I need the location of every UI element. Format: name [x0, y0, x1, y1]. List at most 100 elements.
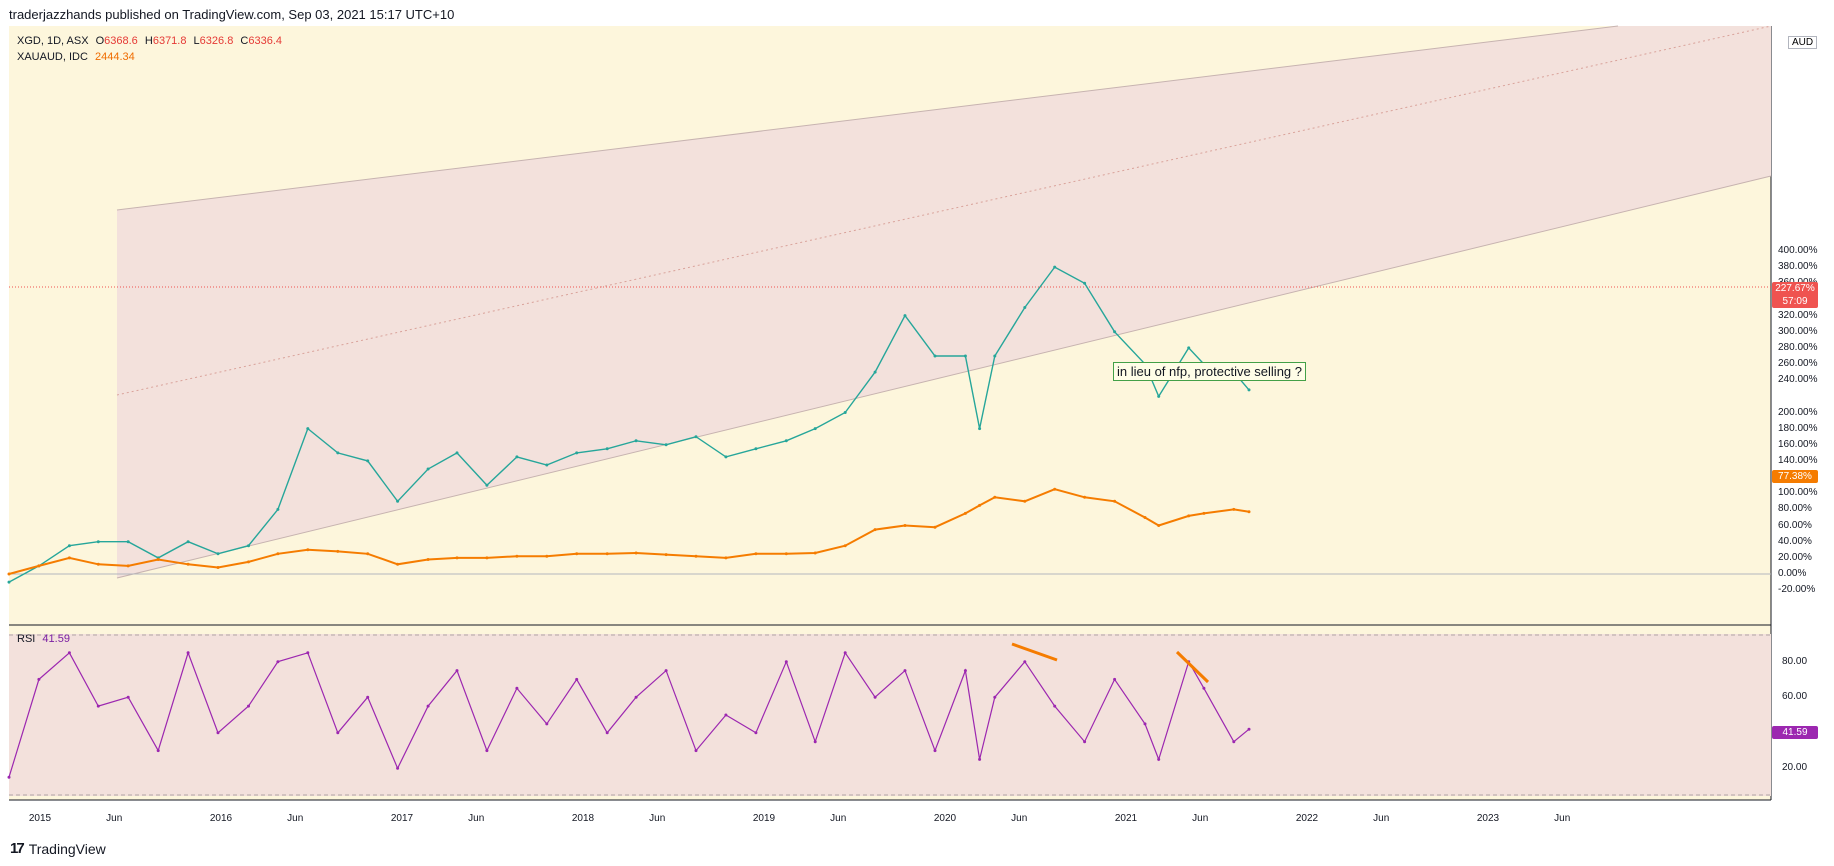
xau-series-line-point: [485, 556, 489, 560]
rsi-series-line-point: [1247, 727, 1251, 731]
high-value: H6371.8: [144, 35, 187, 47]
price-tick-label: 80.00%: [1778, 503, 1812, 515]
compare-value: 2444.34: [94, 51, 135, 63]
xgd-series-line-point: [216, 552, 220, 556]
currency-badge[interactable]: AUD: [1788, 36, 1818, 49]
xgd-series-line-point: [1187, 346, 1191, 350]
xgd-series-line-point: [634, 439, 638, 443]
xgd-series-line-point: [366, 459, 370, 463]
xau-series-line-point: [575, 552, 579, 556]
xau-series-line-point: [366, 552, 370, 556]
xgd-series-line-point: [306, 427, 310, 431]
xau-series-line-point: [1143, 516, 1147, 519]
xau-series-line-point: [426, 558, 430, 561]
footer-brand[interactable]: 17 TradingView: [10, 840, 106, 857]
xau-series-line-point: [515, 554, 519, 558]
rsi-divergence-line-1[interactable]: [1011, 642, 1058, 662]
time-tick-label: Jun: [830, 813, 847, 824]
channel-lower-line[interactable]: [116, 175, 1772, 579]
xau-series-line-point: [1202, 511, 1206, 515]
xgd-series-line-point: [126, 540, 130, 544]
rsi-series-line-point: [873, 695, 877, 699]
main-legend[interactable]: XGD, 1D, ASX O6368.6 H6371.8 L6326.8 C63…: [17, 35, 286, 47]
price-tick-label: 200.00%: [1778, 406, 1818, 418]
xgd-series-line-point: [396, 499, 400, 503]
rsi-series-line-point: [963, 669, 967, 673]
xau-series-line-point: [455, 556, 459, 560]
rsi-series-line-point: [126, 695, 130, 699]
time-tick-label: 2021: [1114, 813, 1138, 824]
xau-series-line-point: [664, 553, 668, 557]
rsi-series-line-point: [1113, 677, 1117, 681]
time-tick-label: Jun: [1373, 813, 1390, 824]
rsi-series-line-point: [575, 677, 579, 681]
price-tick-label: 100.00%: [1778, 487, 1818, 499]
rsi-series-line-point: [1083, 740, 1087, 744]
rsi-series-line-point: [1143, 722, 1147, 726]
xau-series-line-point: [396, 562, 400, 566]
channel-upper-line[interactable]: [116, 25, 1619, 211]
xgd-series-line-point: [963, 354, 967, 358]
xgd-series-line-point: [903, 314, 907, 318]
xgd-series-line-point: [96, 540, 100, 544]
annotation-note[interactable]: in lieu of nfp, protective selling ?: [1113, 362, 1306, 381]
xau-series-line-point: [1113, 499, 1117, 503]
xau-series-line-point: [634, 551, 638, 555]
rsi-series-line-point: [247, 704, 250, 708]
rsi-series-line-point: [545, 722, 549, 726]
price-tick-label: 300.00%: [1778, 325, 1818, 337]
xau-series-line-point: [1083, 495, 1087, 499]
regression-channel[interactable]: [117, 26, 1771, 578]
rsi-divergence-line-2[interactable]: [1175, 650, 1210, 684]
price-tick-label: 240.00%: [1778, 374, 1818, 386]
compare-legend[interactable]: XAUAUD, IDC 2444.34: [17, 51, 139, 63]
rsi-series-line-point: [7, 775, 11, 779]
xgd-pct-text: 227.67%: [1775, 283, 1815, 294]
rsi-series-line-point: [784, 660, 788, 664]
xgd-series-line-point: [276, 507, 280, 511]
xau-series-line-point: [186, 562, 190, 566]
price-tick-label: 140.00%: [1778, 454, 1818, 466]
rsi-tick-label: 80.00: [1782, 655, 1808, 667]
xgd-series-line-point: [186, 540, 190, 544]
price-tick-label: 180.00%: [1778, 422, 1818, 434]
xgd-series-line-point: [978, 427, 982, 431]
price-tick-label: 40.00%: [1778, 535, 1812, 547]
price-tick-label: 380.00%: [1778, 261, 1818, 273]
compare-symbol: XAUAUD, IDC: [17, 51, 88, 63]
rsi-series-line-point: [515, 686, 519, 690]
time-tick-label: Jun: [287, 813, 304, 824]
xau-series-line-point: [216, 566, 220, 569]
rsi-legend[interactable]: RSI 41.59: [17, 633, 74, 645]
rsi-series-line-point: [993, 695, 997, 699]
xgd-series-line-point: [67, 544, 71, 548]
rsi-series-line-point: [754, 731, 758, 735]
time-tick-label: 2017: [390, 813, 414, 824]
xgd-series-line-point: [813, 427, 817, 431]
rsi-series-line-point: [1157, 757, 1161, 761]
rsi-series-line-point: [724, 713, 728, 717]
rsi-series-line-point: [843, 651, 847, 655]
xau-series-line-point: [96, 562, 100, 566]
open-value: O6368.6: [95, 35, 138, 47]
xau-series-line-point: [903, 524, 907, 527]
xgd-series-line-point: [843, 411, 847, 414]
time-tick-label: Jun: [106, 813, 123, 824]
xau-series-line-point: [306, 548, 310, 552]
rsi-legend-value: 41.59: [42, 633, 70, 645]
xgd-series-line-point: [336, 451, 340, 455]
price-tick-label: 160.00%: [1778, 438, 1818, 450]
rsi-series-line-point: [694, 749, 698, 753]
time-tick-label: 2016: [209, 813, 233, 824]
xgd-series-line-point: [1157, 394, 1161, 398]
time-tick-label: Jun: [1192, 813, 1209, 824]
rsi-series-line-point: [1202, 686, 1206, 690]
rsi-series-line-point: [366, 695, 370, 699]
rsi-series-line-point: [186, 651, 190, 655]
xgd-series-line-point: [1023, 306, 1027, 309]
time-tick-label: Jun: [649, 813, 666, 824]
time-tick-label: 2023: [1476, 813, 1500, 824]
xau-series-line-point: [605, 552, 609, 556]
price-tick-label: 320.00%: [1778, 309, 1818, 321]
